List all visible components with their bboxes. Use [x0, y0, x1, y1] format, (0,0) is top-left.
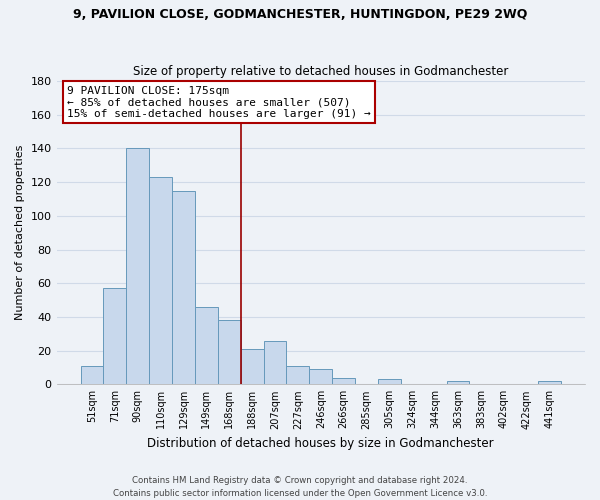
- Bar: [378, 380, 401, 384]
- Bar: [149, 177, 172, 384]
- Bar: [310, 369, 332, 384]
- Text: 9, PAVILION CLOSE, GODMANCHESTER, HUNTINGDON, PE29 2WQ: 9, PAVILION CLOSE, GODMANCHESTER, HUNTIN…: [73, 8, 527, 20]
- Bar: [103, 288, 127, 384]
- Bar: [241, 349, 263, 384]
- Bar: [332, 378, 355, 384]
- Text: Contains HM Land Registry data © Crown copyright and database right 2024.
Contai: Contains HM Land Registry data © Crown c…: [113, 476, 487, 498]
- Bar: [286, 366, 310, 384]
- Title: Size of property relative to detached houses in Godmanchester: Size of property relative to detached ho…: [133, 66, 508, 78]
- Bar: [127, 148, 149, 384]
- Bar: [218, 320, 241, 384]
- Bar: [263, 340, 286, 384]
- Bar: [538, 381, 561, 384]
- Bar: [446, 381, 469, 384]
- X-axis label: Distribution of detached houses by size in Godmanchester: Distribution of detached houses by size …: [148, 437, 494, 450]
- Text: 9 PAVILION CLOSE: 175sqm
← 85% of detached houses are smaller (507)
15% of semi-: 9 PAVILION CLOSE: 175sqm ← 85% of detach…: [67, 86, 371, 119]
- Bar: [172, 190, 195, 384]
- Bar: [195, 307, 218, 384]
- Y-axis label: Number of detached properties: Number of detached properties: [15, 145, 25, 320]
- Bar: [80, 366, 103, 384]
